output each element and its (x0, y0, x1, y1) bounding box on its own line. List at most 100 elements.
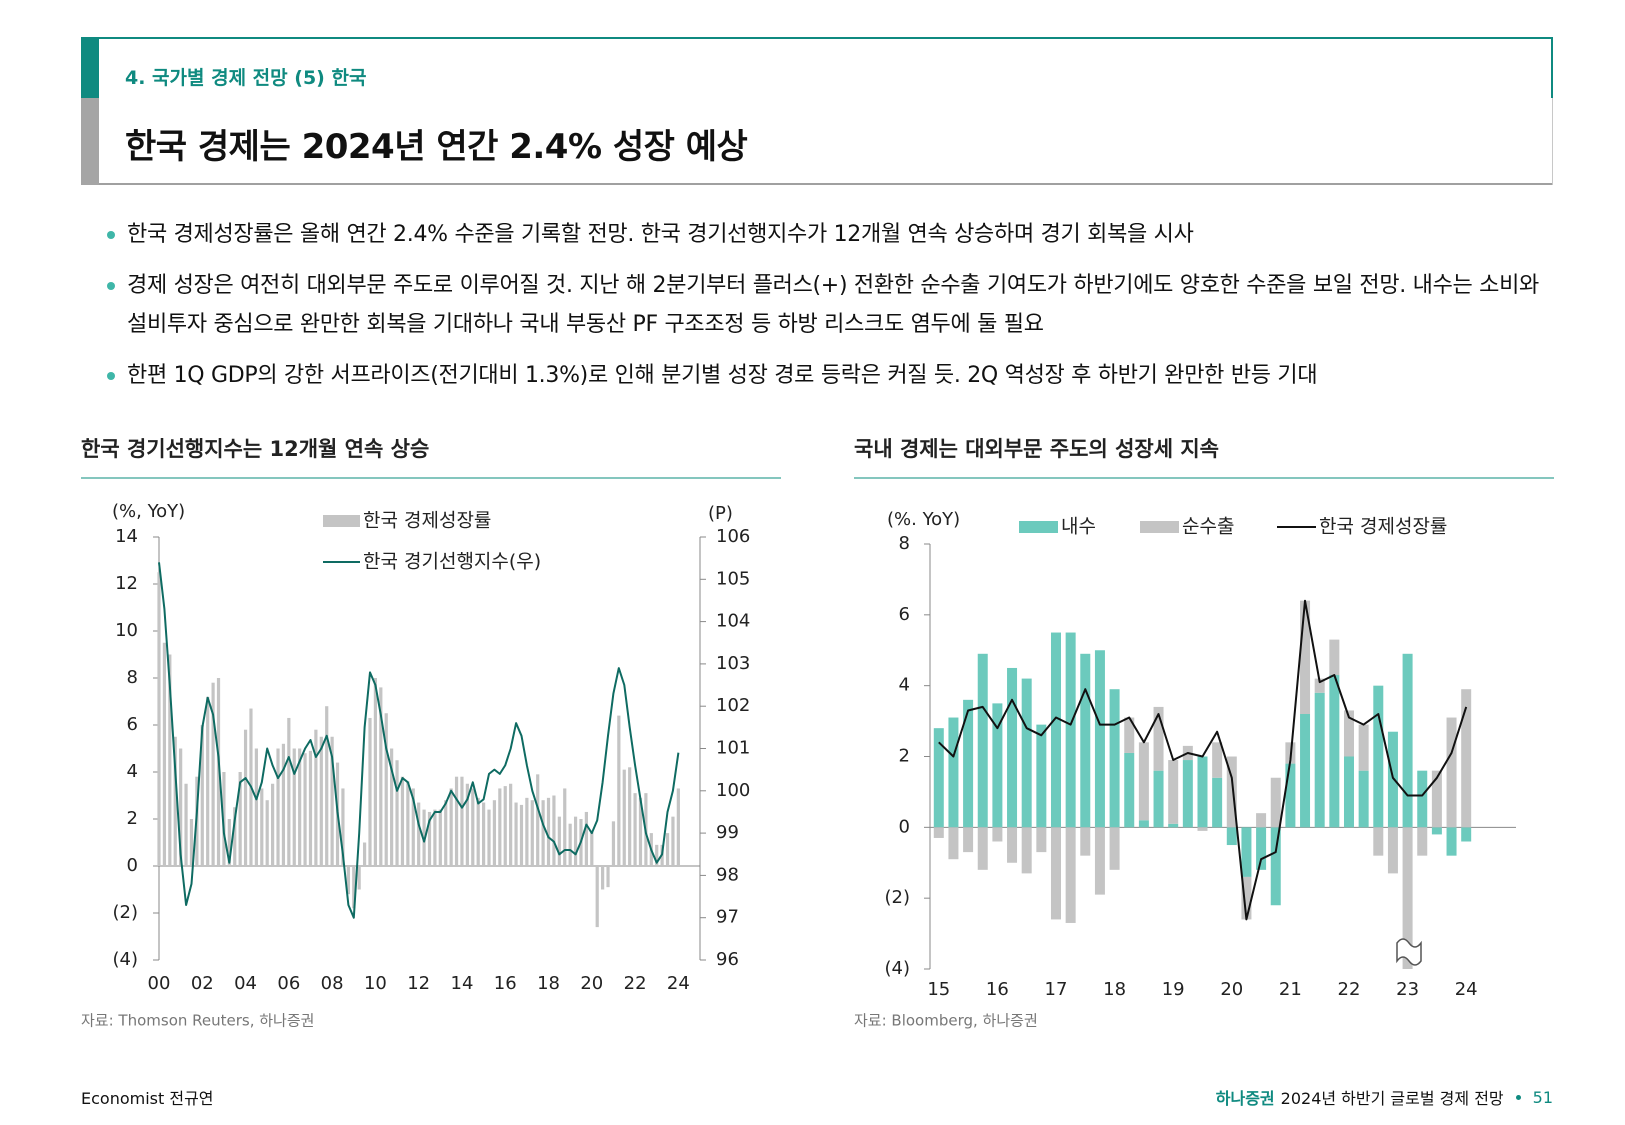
bar (1461, 689, 1472, 828)
section-label: 4. 국가별 경제 전망 (5) 한국 (125, 67, 367, 89)
y-tick-label: 2 (899, 746, 910, 767)
bar (1226, 756, 1237, 828)
x-tick-label: 24 (1455, 979, 1478, 1000)
bar (1314, 692, 1325, 828)
bar (563, 788, 567, 866)
bar (487, 809, 491, 866)
bar (536, 774, 540, 866)
bar (384, 713, 388, 866)
bar (1138, 742, 1149, 821)
y2-axis-label: (P) (708, 503, 733, 524)
bar (346, 866, 350, 895)
bar (233, 807, 237, 866)
bar (1138, 820, 1149, 828)
bar (314, 729, 318, 866)
page-title: 한국 경제는 2024년 연간 2.4% 성장 예상 (125, 127, 748, 167)
bar (552, 795, 556, 866)
bar (243, 729, 248, 866)
y-tick-label: (2) (885, 887, 911, 908)
bar (1387, 827, 1398, 874)
y2-tick-label: 104 (716, 611, 750, 632)
y2-tick-label: 101 (716, 738, 750, 759)
bar (1343, 756, 1354, 828)
bar (352, 866, 356, 909)
bar (1358, 770, 1369, 828)
bar (1094, 827, 1105, 895)
bar (184, 783, 188, 866)
bullet-dot (107, 282, 115, 290)
bar (200, 725, 204, 866)
y2-tick-label: 98 (716, 864, 739, 885)
bar (433, 809, 437, 866)
bar (179, 748, 183, 866)
bar (162, 642, 167, 866)
bar (530, 800, 534, 866)
bar (584, 811, 588, 866)
legend-swatch (1019, 521, 1058, 533)
x-tick-label: 21 (1279, 979, 1302, 1000)
bar (665, 833, 670, 866)
bar (590, 830, 594, 866)
x-tick-label: 15 (927, 979, 950, 1000)
bar (292, 748, 296, 866)
bar (406, 781, 410, 866)
bar (1329, 675, 1340, 828)
chart-title: 한국 경기선행지수는 12개월 연속 상승 (81, 437, 429, 461)
legend-swatch (323, 515, 360, 527)
bar (157, 572, 161, 866)
bar (1417, 770, 1428, 828)
bar (1270, 827, 1281, 906)
x-tick-label: 18 (537, 973, 560, 994)
bar (427, 811, 432, 866)
y-axis-label: (%. YoY) (887, 509, 960, 530)
bar (189, 819, 194, 866)
bar (1197, 756, 1208, 828)
bar (357, 866, 361, 890)
bar (1373, 685, 1384, 828)
x-tick-label: 12 (407, 973, 430, 994)
bar (601, 866, 605, 890)
bar (325, 706, 329, 866)
y-tick-label: 12 (115, 573, 138, 594)
x-tick-label: 17 (1045, 979, 1068, 1000)
bar (963, 827, 974, 853)
bullet: 한편 1Q GDP의 강한 서프라이즈(전기대비 1.3%)로 인해 분기별 성… (107, 356, 1561, 395)
y-tick-label: (4) (113, 949, 139, 970)
y-tick-label: 6 (127, 714, 138, 735)
x-tick-label: 08 (321, 973, 344, 994)
bar (1358, 724, 1369, 771)
footer-title: 2024년 하반기 글로벌 경제 전망 (1280, 1089, 1504, 1108)
bar (400, 776, 405, 866)
footer-publication: 하나증권 2024년 하반기 글로벌 경제 전망 51 (1216, 1085, 1553, 1109)
x-tick-label: 02 (191, 973, 214, 994)
bar (465, 783, 469, 866)
bar (1124, 717, 1135, 753)
bar (1241, 827, 1252, 877)
bar (541, 800, 545, 866)
bar (1109, 689, 1120, 828)
bar (1212, 742, 1223, 778)
y2-tick-label: 103 (716, 653, 750, 674)
bar (298, 748, 302, 866)
y-tick-label: 4 (127, 761, 138, 782)
bar (671, 816, 675, 866)
bullet-dot (107, 231, 115, 239)
bar (444, 800, 448, 866)
y2-tick-label: 99 (716, 822, 739, 843)
y-tick-label: 14 (115, 526, 138, 547)
y2-tick-label: 100 (716, 780, 750, 801)
y2-tick-label: 96 (716, 949, 739, 970)
footer-author: Economist 전규연 (81, 1089, 214, 1108)
bar (611, 821, 616, 866)
bar (390, 748, 394, 866)
chart-source: 자료: Bloomberg, 하나증권 (854, 1012, 1038, 1030)
bar (568, 823, 572, 866)
legend-label: 내수 (1061, 516, 1096, 538)
bar (482, 802, 486, 866)
bar (1256, 813, 1267, 828)
chart-source: 자료: Thomson Reuters, 하나증권 (81, 1012, 314, 1030)
x-tick-label: 22 (1338, 979, 1361, 1000)
y-tick-label: 6 (899, 604, 910, 625)
y-tick-label: 4 (899, 675, 910, 696)
